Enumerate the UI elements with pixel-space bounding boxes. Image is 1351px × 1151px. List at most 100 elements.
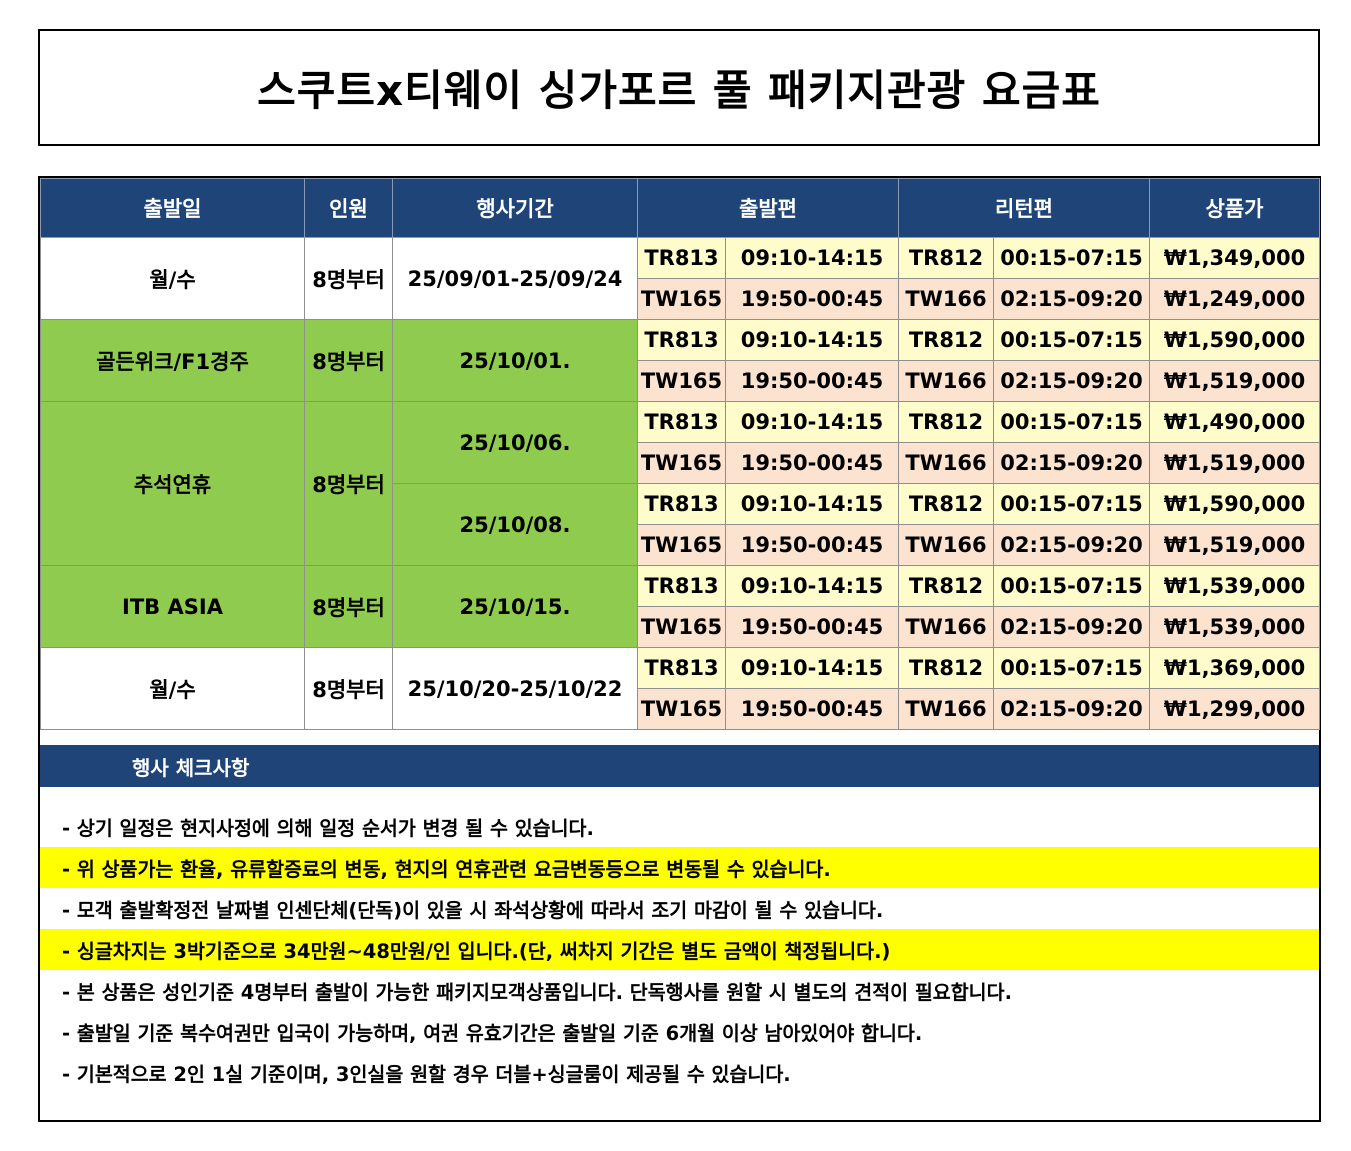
return-flight-cell: TW166 (898, 442, 994, 484)
price-cell: ₩1,590,000 (1149, 483, 1320, 525)
header-departure-date: 출발일 (40, 178, 305, 238)
period-cell: 25/10/20-25/10/22 (392, 647, 638, 730)
departure-time-cell: 19:50-00:45 (725, 360, 899, 402)
departure-flight-cell: TR813 (637, 319, 726, 361)
departure-time-cell: 19:50-00:45 (725, 688, 899, 730)
departure-flight-cell: TW165 (637, 524, 726, 566)
table-row: 골든위크/F1경주 8명부터 25/10/01. TR813 09:10-14:15 TR… (40, 319, 1320, 402)
departure-flight-cell: TR813 (637, 401, 726, 443)
return-flight-cell: TR812 (898, 483, 994, 525)
departure-time-cell: 19:50-00:45 (725, 278, 899, 320)
return-flight-cell: TW166 (898, 278, 994, 320)
departure-time-cell: 19:50-00:45 (725, 442, 899, 484)
check-section-header: 행사 체크사항 (40, 745, 1319, 787)
return-flight-cell: TW166 (898, 606, 994, 648)
return-flight-cell: TW166 (898, 688, 994, 730)
price-cell: ₩1,349,000 (1149, 237, 1320, 279)
price-cell: ₩1,299,000 (1149, 688, 1320, 730)
pax-cell: 8명부터 (304, 565, 393, 648)
return-time-cell: 02:15-09:20 (993, 442, 1150, 484)
note-item: - 기본적으로 2인 1실 기준이며, 3인실을 원할 경우 더블+싱글룸이 제… (62, 1063, 791, 1086)
table-row: TW165 19:50-00:45 TW166 02:15-09:20 ₩1,519,0… (41, 360, 1320, 402)
return-time-cell: 02:15-09:20 (993, 524, 1150, 566)
table-row: ITB ASIA 8명부터 25/10/15. TR813 09:10-14:15 TR8… (40, 565, 1320, 648)
notes-list: - 상기 일정은 현지사정에 의해 일정 순서가 변경 될 수 있습니다. - 위… (40, 806, 1319, 1093)
return-flight-cell: TR812 (898, 401, 994, 443)
period-cell: 25/10/01. (392, 319, 638, 402)
return-flight-cell: TW166 (898, 360, 994, 402)
return-time-cell: 00:15-07:15 (993, 237, 1150, 279)
table-row: 월/수 8명부터 25/10/20-25/10/22 TR813 09:10-14:15… (40, 647, 1320, 730)
departure-day-cell: 추석연휴 (40, 401, 305, 566)
table-row: 월/수 8명부터 25/09/01-25/09/24 TR813 09:10-14:15… (40, 237, 1320, 320)
header-pax: 인원 (304, 178, 393, 238)
departure-flight-cell: TW165 (637, 606, 726, 648)
price-cell: ₩1,369,000 (1149, 647, 1320, 689)
header-departure-flight: 출발편 (637, 178, 899, 238)
table-row: 추석연휴 8명부터 25/10/06. TR813 09:10-14:15 TR812 00… (40, 401, 1320, 566)
return-flight-cell: TR812 (898, 319, 994, 361)
price-cell: ₩1,590,000 (1149, 319, 1320, 361)
note-item: - 모객 출발확정전 날짜별 인센단체(단독)이 있을 시 좌석상황에 따라서 … (62, 899, 884, 922)
return-time-cell: 02:15-09:20 (993, 606, 1150, 648)
period-cell: 25/10/06. (392, 401, 638, 484)
period-cell: 25/10/08. (392, 483, 638, 566)
departure-day-cell: 월/수 (40, 237, 305, 320)
table-row: 25/10/08. TR813 09:10-14:15 TR812 00:15-07:1… (41, 483, 1320, 566)
fare-table: 출발일 인원 행사기간 출발편 리턴편 상품가 월/수 8명부터 25/09/01-… (40, 178, 1320, 730)
page-title: 스쿠트x티웨이 싱가포르 풀 패키지관광 요금표 (257, 66, 1101, 115)
departure-flight-cell: TW165 (637, 442, 726, 484)
return-flight-cell: TR812 (898, 565, 994, 607)
departure-flight-cell: TR813 (637, 483, 726, 525)
departure-flight-cell: TW165 (637, 688, 726, 730)
pax-cell: 8명부터 (304, 647, 393, 730)
return-time-cell: 00:15-07:15 (993, 401, 1150, 443)
price-cell: ₩1,539,000 (1149, 606, 1320, 648)
departure-flight-cell: TR813 (637, 647, 726, 689)
departure-time-cell: 09:10-14:15 (725, 483, 899, 525)
price-cell: ₩1,519,000 (1149, 360, 1320, 402)
price-cell: ₩1,519,000 (1149, 442, 1320, 484)
note-item: - 본 상품은 성인기준 4명부터 출발이 가능한 패키지모객상품입니다. 단독… (62, 981, 1012, 1004)
departure-flight-cell: TW165 (637, 360, 726, 402)
price-cell: ₩1,519,000 (1149, 524, 1320, 566)
departure-time-cell: 09:10-14:15 (725, 237, 899, 279)
return-time-cell: 00:15-07:15 (993, 647, 1150, 689)
departure-time-cell: 09:10-14:15 (725, 565, 899, 607)
note-item: - 싱글차지는 3박기준으로 34만원~48만원/인 입니다.(단, 써차지 기… (40, 929, 1319, 970)
note-item: - 위 상품가는 환율, 유류할증료의 변동, 현지의 연휴관련 요금변동등으로… (40, 847, 1319, 888)
header-period: 행사기간 (392, 178, 638, 238)
price-cell: ₩1,490,000 (1149, 401, 1320, 443)
table-row: TW165 19:50-00:45 TW166 02:15-09:20 ₩1,519,0… (41, 524, 1320, 566)
departure-time-cell: 19:50-00:45 (725, 606, 899, 648)
table-row: TW165 19:50-00:45 TW166 02:15-09:20 ₩1,539,0… (41, 606, 1320, 648)
return-time-cell: 00:15-07:15 (993, 565, 1150, 607)
check-section-title: 행사 체크사항 (132, 755, 250, 780)
period-cell: 25/09/01-25/09/24 (392, 237, 638, 320)
departure-flight-cell: TW165 (637, 278, 726, 320)
title-box: 스쿠트x티웨이 싱가포르 풀 패키지관광 요금표 (38, 29, 1320, 146)
departure-time-cell: 09:10-14:15 (725, 319, 899, 361)
return-flight-cell: TR812 (898, 647, 994, 689)
price-cell: ₩1,249,000 (1149, 278, 1320, 320)
return-time-cell: 02:15-09:20 (993, 688, 1150, 730)
main-box: 출발일 인원 행사기간 출발편 리턴편 상품가 월/수 8명부터 25/09/01-… (38, 176, 1321, 1122)
departure-day-cell: 월/수 (40, 647, 305, 730)
period-cell: 25/10/15. (392, 565, 638, 648)
return-flight-cell: TR812 (898, 237, 994, 279)
return-time-cell: 00:15-07:15 (993, 319, 1150, 361)
pax-cell: 8명부터 (304, 237, 393, 320)
table-row: TW165 19:50-00:45 TW166 02:15-09:20 ₩1,249,0… (41, 278, 1320, 320)
pax-cell: 8명부터 (304, 401, 393, 566)
return-time-cell: 00:15-07:15 (993, 483, 1150, 525)
departure-flight-cell: TR813 (637, 237, 726, 279)
departure-time-cell: 09:10-14:15 (725, 647, 899, 689)
return-time-cell: 02:15-09:20 (993, 360, 1150, 402)
departure-flight-cell: TR813 (637, 565, 726, 607)
price-cell: ₩1,539,000 (1149, 565, 1320, 607)
departure-time-cell: 09:10-14:15 (725, 401, 899, 443)
header-price: 상품가 (1149, 178, 1320, 238)
departure-day-cell: 골든위크/F1경주 (40, 319, 305, 402)
table-row: TW165 19:50-00:45 TW166 02:15-09:20 ₩1,299,0… (41, 688, 1320, 730)
departure-day-cell: ITB ASIA (40, 565, 305, 648)
